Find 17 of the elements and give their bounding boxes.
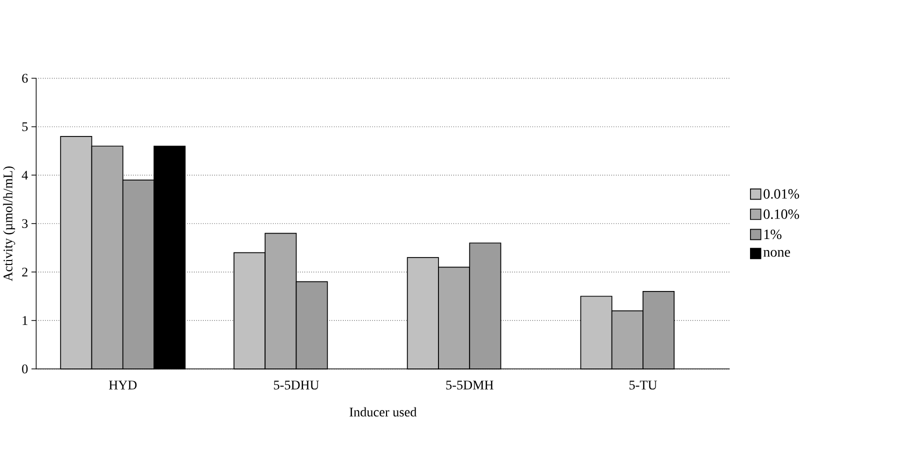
x-axis-title: Inducer used <box>350 407 417 417</box>
y-tick-label: 4 <box>22 170 28 180</box>
legend-label: 0.01% <box>764 189 800 199</box>
x-tick-label: 5-TU <box>630 380 657 390</box>
y-tick-label: 2 <box>22 268 28 277</box>
y-tick-label: 3 <box>22 219 28 228</box>
y-tick-label: 5 <box>22 122 28 132</box>
legend-label: 1% <box>764 230 782 240</box>
legend-label: 0.10% <box>764 210 800 220</box>
x-tick-label: 5-5DHU <box>274 380 319 390</box>
x-tick-label: HYD <box>109 380 137 390</box>
x-tick-label: 5-5DMH <box>446 380 494 390</box>
y-tick-label: 1 <box>22 316 28 325</box>
legend-label: none <box>763 250 790 257</box>
y-axis-title: Activity (µmol/h/mL) <box>3 166 16 282</box>
y-tick-label: 6 <box>22 74 28 83</box>
y-tick-label: 0 <box>22 364 28 374</box>
